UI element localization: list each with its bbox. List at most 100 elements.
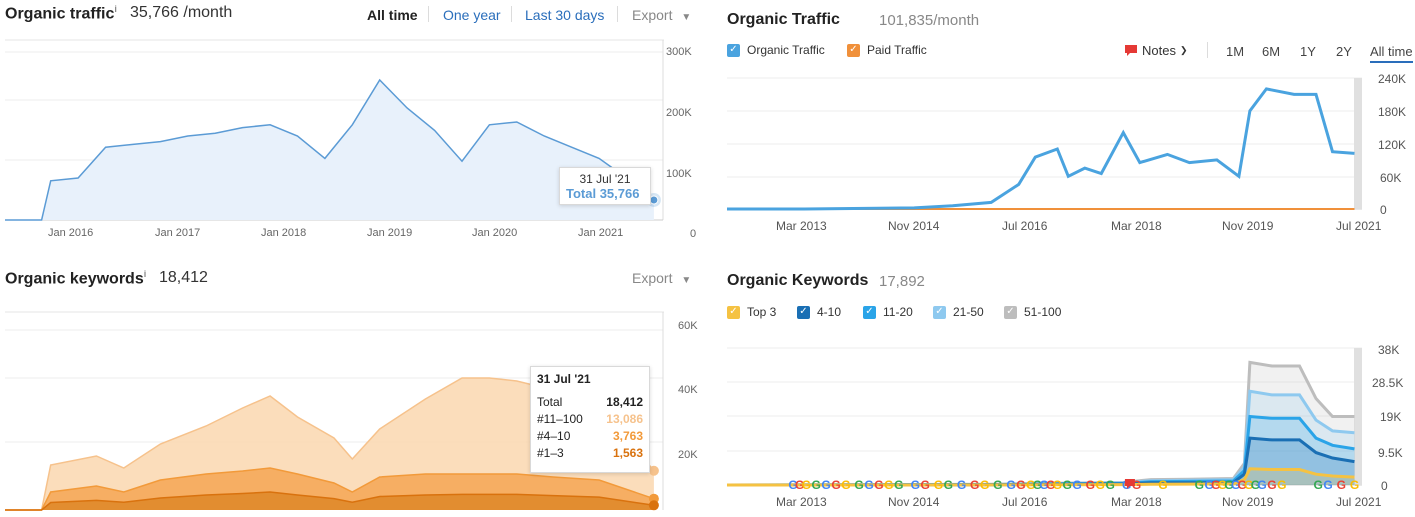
google-update-icon: G — [1195, 478, 1204, 492]
y-tick: 38K — [1378, 343, 1400, 357]
traffic-area — [5, 80, 654, 220]
google-update-icon: G — [841, 478, 850, 492]
right-traffic-line-0 — [727, 87, 1355, 211]
google-update-icon: G — [795, 478, 804, 492]
x-tick: Jan 2020 — [472, 227, 518, 239]
keywords-line-0 — [5, 377, 655, 511]
tooltip-date: 31 Jul '21 — [537, 372, 591, 386]
google-update-icon: G — [1016, 478, 1025, 492]
google-update-icon: G — [1251, 478, 1260, 492]
x-tick: Nov 2014 — [888, 219, 940, 233]
checkbox-checked-icon[interactable]: ✓ — [797, 305, 810, 319]
google-update-icon: G — [831, 478, 840, 492]
checkbox-checked-icon[interactable]: ✓ — [847, 43, 860, 57]
google-update-icon: G — [1314, 478, 1323, 492]
keywords-area-11-20 — [727, 416, 1355, 485]
range-scrollbar — [1354, 348, 1362, 485]
chevron-down-icon: ❯ — [1179, 45, 1188, 55]
google-update-icon: G — [788, 478, 797, 492]
google-update-icon: G — [1257, 478, 1266, 492]
range-all-time[interactable]: All time — [1370, 44, 1413, 63]
google-update-icon: G — [884, 478, 893, 492]
google-update-icon: G — [1072, 478, 1081, 492]
info-icon[interactable]: i — [114, 4, 117, 14]
traffic-tooltip: 31 Jul '21 Total 35,766 — [559, 167, 651, 205]
google-update-icon: G — [1267, 478, 1276, 492]
range-6m[interactable]: 6M — [1262, 44, 1281, 59]
tooltip-row-value: 3,763 — [612, 429, 643, 443]
google-update-icon: G — [1224, 478, 1233, 492]
y-tick: 0 — [1380, 203, 1387, 217]
tooltip-row-label: #1–3 — [537, 446, 564, 460]
y-tick: 180K — [1378, 105, 1407, 119]
x-tick: Mar 2018 — [1111, 495, 1162, 509]
tooltip-row-value: 13,086 — [606, 412, 643, 426]
export-button[interactable]: Export ▼ — [632, 270, 692, 286]
y-tick: 60K — [1380, 171, 1402, 185]
right-keywords-value: 17,892 — [879, 273, 925, 290]
x-tick: Mar 2013 — [776, 219, 827, 233]
legend-organic-traffic[interactable]: ✓ Organic Traffic — [727, 43, 825, 57]
range-1m[interactable]: 1M — [1226, 44, 1245, 59]
range-1y[interactable]: 1Y — [1300, 44, 1316, 59]
legend-paid-traffic[interactable]: ✓ Paid Traffic — [847, 43, 927, 57]
legend-51-100[interactable]: ✓ 51-100 — [1004, 305, 1061, 319]
checkbox-checked-icon[interactable]: ✓ — [933, 305, 946, 319]
x-tick: Jul 2016 — [1002, 495, 1048, 509]
y-tick: 19K — [1380, 410, 1402, 424]
google-update-icon: G — [1158, 478, 1167, 492]
google-update-icon: G — [1337, 478, 1346, 492]
google-update-icon: G — [874, 478, 883, 492]
google-update-icon: G — [802, 478, 811, 492]
legend-top-3[interactable]: ✓ Top 3 — [727, 305, 776, 319]
y-tick: 120K — [1378, 138, 1407, 152]
google-update-icon: G — [1244, 478, 1253, 492]
range-scrollbar — [1354, 78, 1362, 209]
info-icon[interactable]: i — [143, 269, 147, 279]
y-tick: 240K — [1378, 72, 1407, 86]
tooltip-date: 31 Jul '21 — [579, 172, 631, 186]
y-tick: 100K — [666, 168, 692, 180]
keywords-title: Organic keywordsi — [5, 269, 147, 288]
keywords-area-2 — [5, 492, 654, 510]
note-comment-icon — [1125, 45, 1137, 56]
tooltip-row: Total 18,412 — [537, 394, 643, 411]
export-button[interactable]: Export ▼ — [632, 7, 692, 23]
checkbox-checked-icon[interactable]: ✓ — [727, 305, 740, 319]
y-tick: 40K — [678, 384, 698, 396]
range-last-30-days[interactable]: Last 30 days — [525, 7, 605, 23]
google-update-icon: G — [854, 478, 863, 492]
tooltip-row: #4–10 3,763 — [537, 428, 643, 445]
google-update-icon: G — [1205, 478, 1214, 492]
x-tick: Nov 2014 — [888, 495, 940, 509]
legend-4-10[interactable]: ✓ 4-10 — [797, 305, 841, 319]
x-tick: Jan 2021 — [578, 227, 624, 239]
y-tick: 60K — [678, 320, 698, 332]
legend-21-50[interactable]: ✓ 21-50 — [933, 305, 984, 319]
checkbox-checked-icon[interactable]: ✓ — [1004, 305, 1017, 319]
checkbox-checked-icon[interactable]: ✓ — [863, 305, 876, 319]
y-tick: 20K — [678, 449, 698, 461]
x-tick: Jul 2016 — [1002, 219, 1048, 233]
x-tick: Jan 2018 — [261, 227, 307, 239]
tooltip-row: #11–100 13,086 — [537, 411, 643, 428]
range-one-year[interactable]: One year — [443, 7, 501, 23]
tooltip-row-value: 1,563 — [612, 446, 643, 460]
legend-11-20[interactable]: ✓ 11-20 — [863, 305, 913, 319]
tooltip-row-label: #11–100 — [537, 412, 583, 426]
google-update-icon: G — [1277, 478, 1286, 492]
tooltip-row-label: Total — [537, 395, 563, 409]
checkbox-checked-icon[interactable]: ✓ — [727, 43, 740, 57]
notes-dropdown[interactable]: Notes ❯ — [1124, 43, 1188, 58]
traffic-value: 35,766 /month — [130, 4, 233, 21]
y-tick: 300K — [666, 46, 692, 58]
x-tick: Jan 2016 — [48, 227, 94, 239]
keywords-value: 18,412 — [159, 269, 208, 286]
y-tick: 28.5K — [1372, 376, 1404, 390]
y-tick: 0 — [690, 228, 697, 240]
range-all-time[interactable]: All time — [367, 7, 418, 23]
x-tick: Mar 2018 — [1111, 219, 1162, 233]
keywords-area-21-50 — [727, 391, 1355, 485]
range-2y[interactable]: 2Y — [1336, 44, 1352, 59]
divider — [617, 6, 618, 22]
